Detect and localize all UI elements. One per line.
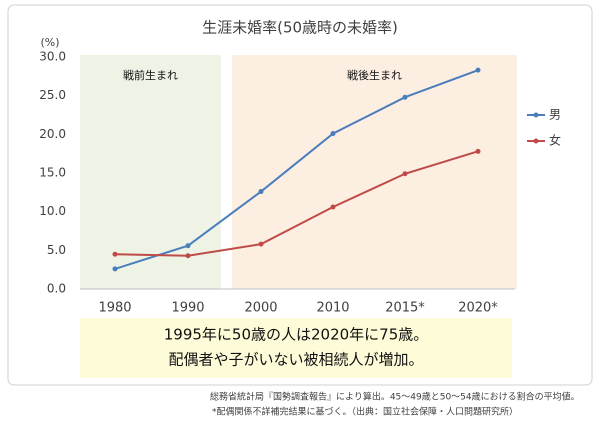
era-label: 戦前生まれ <box>123 68 178 82</box>
point <box>330 131 336 137</box>
point <box>402 94 408 100</box>
chart-title: 生涯未婚率(50歳時の未婚率) <box>202 19 398 37</box>
y-tick-label: 30.0 <box>39 50 66 64</box>
point <box>258 241 264 247</box>
point <box>475 148 481 154</box>
annotation-line: 配偶者や子がいない被相続人が増加。 <box>168 351 423 369</box>
note: *配偶関係不詳補完結果に基づく。（出典：国立社会保障・人口問題研究所） <box>212 406 518 418</box>
point <box>402 171 408 177</box>
x-tick-label: 2010 <box>316 301 349 316</box>
y-unit: (%) <box>40 36 59 49</box>
legend-label: 男 <box>549 108 561 122</box>
annotation-box <box>80 318 512 378</box>
x-tick-label: 2020* <box>458 301 498 316</box>
point <box>185 253 191 259</box>
legend-marker <box>533 112 539 118</box>
era-label: 戦後生まれ <box>347 68 402 82</box>
series-line <box>114 69 479 270</box>
x-tick-label: 1980 <box>98 301 131 316</box>
note: 総務省統計局『国勢調査報告』により算出。45～49歳と50～54歳における割合の… <box>210 391 580 403</box>
y-tick-label: 15.0 <box>39 166 66 180</box>
y-tick-label: 25.0 <box>39 88 66 102</box>
x-tick-label: 2015* <box>385 301 425 316</box>
y-tick-label: 10.0 <box>39 204 66 218</box>
series-line <box>114 150 479 257</box>
y-tick-label: 20.0 <box>39 127 66 141</box>
x-tick-label: 1990 <box>171 301 204 316</box>
point <box>330 204 336 210</box>
point <box>112 266 118 272</box>
point <box>112 251 118 257</box>
legend-label: 女 <box>549 133 561 148</box>
era-region <box>80 55 221 289</box>
point <box>475 67 481 73</box>
y-tick-label: 5.0 <box>47 243 66 257</box>
legend-marker <box>533 138 539 144</box>
point <box>185 243 191 249</box>
era-region <box>232 55 517 289</box>
y-tick-label: 0.0 <box>47 282 66 296</box>
point <box>258 189 264 195</box>
x-tick-label: 2000 <box>244 301 277 316</box>
annotation-line: 1995年に50歳の人は2020年に75歳。 <box>164 326 429 344</box>
